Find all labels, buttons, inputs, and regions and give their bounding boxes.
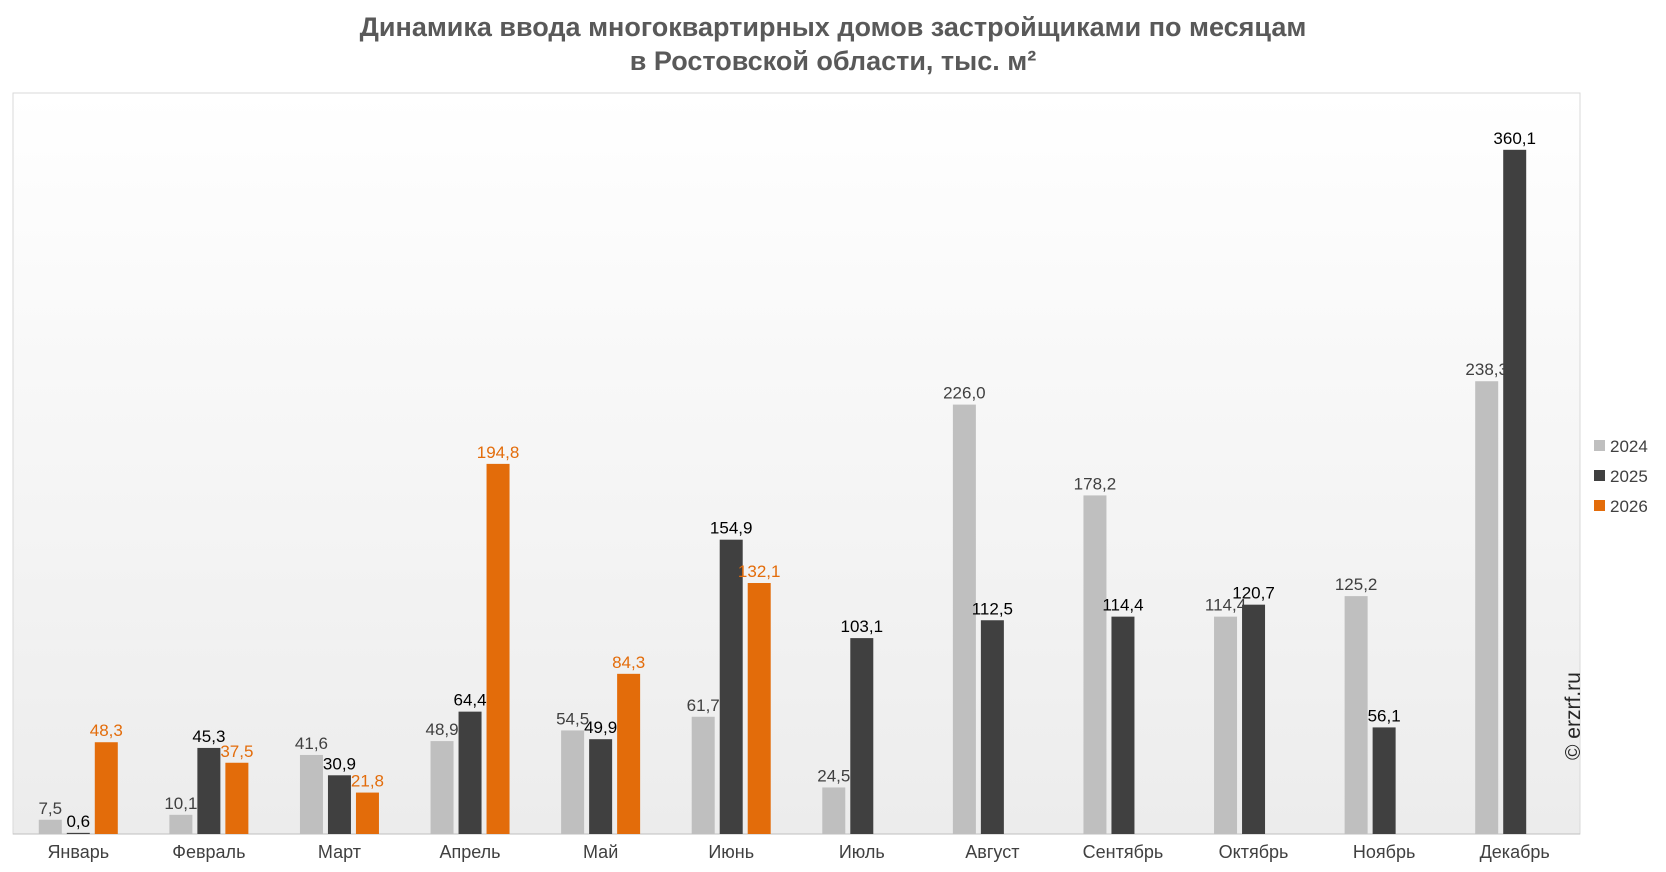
bar-2024-3 [299,754,323,834]
data-label-2026-3: 21,8 [351,772,384,791]
data-label-2024-5: 54,5 [556,709,589,728]
data-label-2026-2: 37,5 [220,742,253,761]
data-label-2024-4: 48,9 [425,720,458,739]
x-tick-label-10: Октябрь [1219,842,1289,862]
legend-swatch-2024 [1594,440,1605,451]
legend-label-2025: 2025 [1610,467,1648,486]
bar-2026-1 [94,742,118,834]
data-label-2024-6: 61,7 [687,696,720,715]
data-label-2026-6: 132,1 [738,562,781,581]
bar-2025-2 [197,747,221,834]
legend-label-2026: 2026 [1610,497,1648,516]
bar-2024-9 [1083,495,1107,834]
bar-2024-4 [430,741,454,834]
data-label-2025-3: 30,9 [323,754,356,773]
data-label-2024-8: 226,0 [943,384,986,403]
data-label-2024-10: 114,4 [1205,596,1246,615]
data-label-2025-12: 360,1 [1493,129,1536,148]
x-tick-label-1: Январь [47,842,109,862]
data-label-2025-4: 64,4 [453,691,486,710]
bar-2024-6 [691,716,715,834]
bar-2025-4 [458,711,482,834]
legend-swatch-2026 [1594,500,1605,511]
x-tick-label-3: Март [318,842,361,862]
data-label-2025-8: 112,5 [972,599,1013,618]
data-label-2025-10: 120,7 [1232,584,1275,603]
chart-title-line-2: в Ростовской области, тыс. м² [629,46,1037,76]
bar-2025-10 [1242,604,1266,834]
data-label-2025-9: 114,4 [1102,596,1143,615]
bar-2024-2 [169,814,193,834]
data-label-2025-6: 154,9 [710,519,753,538]
data-label-2024-11: 125,2 [1335,575,1378,594]
bar-2024-12 [1475,381,1499,834]
data-label-2024-3: 41,6 [295,734,328,753]
bar-2024-7 [822,787,846,834]
bar-2025-1 [66,832,90,834]
data-label-2025-2: 45,3 [192,727,225,746]
x-tick-labels-group: Январь Февраль Март Апрель Май Июнь Июль Август… [47,842,1549,862]
bar-2025-3 [327,775,351,834]
bar-2024-1 [38,819,62,834]
chart-title-line-1: Динамика ввода многоквартирных домов зас… [359,12,1307,42]
watermark-text: © erzrf.ru [1562,672,1585,760]
watermark: © erzrf.ru [1562,672,1586,784]
x-tick-label-6: Июнь [708,842,754,862]
data-label-2025-11: 56,1 [1368,706,1401,725]
bar-2025-6 [719,539,743,834]
data-label-2024-2: 10,1 [164,794,197,813]
bar-2025-11 [1372,727,1396,834]
bar-2025-5 [589,739,613,834]
bar-2026-3 [355,792,379,834]
bar-2026-4 [486,463,510,834]
x-tick-label-7: Июль [839,842,885,862]
bar-2024-8 [952,404,976,834]
data-labels-group: 7,50,6 48,3 10,1 45,337,5 41,630,921,8 48,9 64… [38,129,1536,831]
data-label-2025-1: 0,6 [66,812,90,831]
legend: 2024 2025 2026 [1594,437,1648,516]
x-tick-label-11: Ноябрь [1353,842,1415,862]
bar-2024-11 [1344,596,1368,834]
bar-2026-6 [747,583,771,834]
bar-2026-2 [225,762,249,834]
x-tick-label-9: Сентябрь [1083,842,1164,862]
data-label-2024-12: 238,3 [1465,360,1508,379]
data-label-2024-9: 178,2 [1074,474,1117,493]
data-label-2025-5: 49,9 [584,718,617,737]
bar-2025-9 [1111,616,1135,834]
legend-label-2024: 2024 [1610,437,1648,456]
x-tick-label-12: Декабрь [1480,842,1550,862]
data-label-2026-1: 48,3 [90,721,123,740]
bar-2024-10 [1214,616,1238,834]
data-label-2024-1: 7,5 [38,799,62,818]
bars-group [38,149,1527,834]
bar-2025-7 [850,638,874,834]
plot-area [12,92,1581,835]
x-tick-label-5: Май [583,842,618,862]
bar-2025-12 [1503,149,1527,834]
data-label-2026-5: 84,3 [612,653,645,672]
bar-2025-8 [980,620,1004,834]
data-label-2024-7: 24,5 [817,766,850,785]
bar-2026-5 [617,673,641,834]
x-tick-label-4: Апрель [440,842,501,862]
bar-2024-5 [561,730,585,834]
x-tick-label-8: Август [965,842,1019,862]
x-tick-label-2: Февраль [172,842,245,862]
data-label-2025-7: 103,1 [841,617,884,636]
data-label-2026-4: 194,8 [477,443,520,462]
chart-title: Динамика ввода многоквартирных домов зас… [0,10,1666,78]
legend-swatch-2025 [1594,470,1605,481]
